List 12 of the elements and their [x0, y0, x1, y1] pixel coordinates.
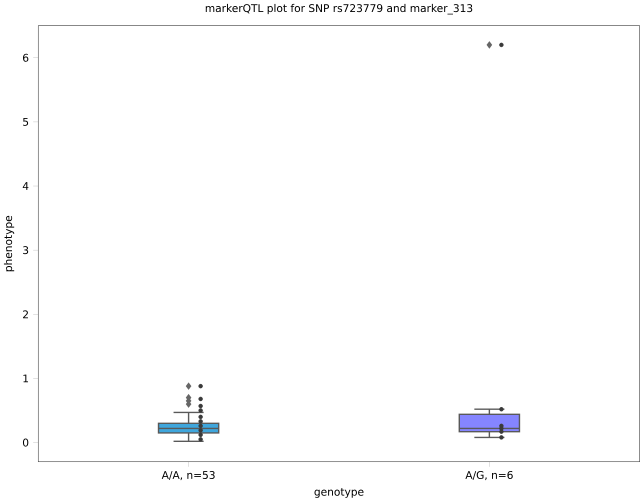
y-tick-label: 2: [23, 310, 28, 318]
y-tick-label: 6: [23, 54, 28, 62]
chart-title: markerQTL plot for SNP rs723779 and marker_313: [206, 4, 472, 15]
x-axis-title: genotype: [314, 488, 364, 498]
y-tick-label: 4: [22, 182, 28, 190]
y-tick-label: 3: [23, 246, 28, 254]
y-axis-title: phenotype: [4, 216, 14, 272]
y-tick-label: 5: [23, 118, 28, 126]
x-tick-label: A/A, n=53: [162, 471, 215, 480]
y-tick-label: 0: [22, 438, 28, 447]
y-tick-label: 1: [23, 374, 28, 382]
x-tick-label: A/G, n=6: [465, 471, 513, 480]
